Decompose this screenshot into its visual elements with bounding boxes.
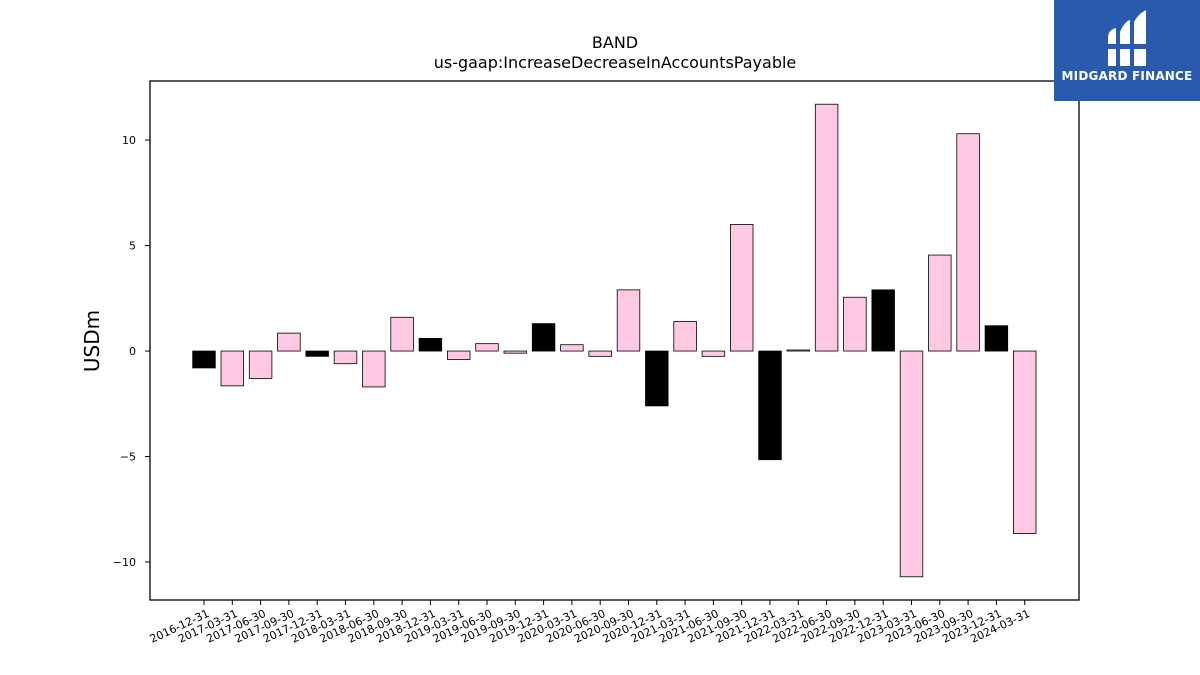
- midgard-logo-icon: [1104, 8, 1150, 70]
- bar-2021-12-31: [759, 351, 782, 460]
- bar-2018-06-30: [363, 351, 386, 387]
- bar-2017-06-30: [249, 351, 272, 378]
- bar-2024-03-31: [1013, 351, 1036, 533]
- bar-2022-12-31: [872, 290, 895, 351]
- bar-2020-06-30: [589, 351, 612, 356]
- bar-2017-03-31: [221, 351, 244, 386]
- bar-2023-06-30: [929, 255, 952, 351]
- bars-group: [193, 104, 1036, 577]
- bar-2022-06-30: [815, 104, 838, 351]
- brand-logo-text: MIDGARD FINANCE: [1054, 69, 1200, 83]
- bar-2021-09-30: [730, 224, 753, 351]
- y-tick-label: 0: [129, 345, 136, 358]
- bar-2023-03-31: [900, 351, 923, 577]
- y-tick-label: −10: [113, 556, 136, 569]
- bar-2020-09-30: [617, 290, 640, 351]
- chart-subtitle: us-gaap:IncreaseDecreaseInAccountsPayabl…: [434, 53, 797, 72]
- bar-2019-03-31: [447, 351, 470, 359]
- brand-logo: MIDGARD FINANCE: [1054, 0, 1200, 101]
- bar-2020-12-31: [646, 351, 669, 406]
- bar-2020-03-31: [561, 345, 584, 351]
- bar-2019-09-30: [504, 351, 527, 353]
- bar-2017-09-30: [278, 333, 301, 351]
- bar-2022-09-30: [844, 297, 867, 351]
- bar-2016-12-31: [193, 351, 216, 368]
- bar-2018-12-31: [419, 338, 442, 351]
- bar-2021-06-30: [702, 351, 725, 356]
- bar-2023-12-31: [985, 326, 1008, 351]
- bar-2017-12-31: [306, 351, 329, 356]
- y-tick-label: −5: [120, 451, 136, 464]
- bar-2019-06-30: [476, 344, 499, 351]
- bar-2021-03-31: [674, 322, 697, 352]
- bar-2018-09-30: [391, 317, 414, 351]
- y-tick-label: 5: [129, 240, 136, 253]
- bar-2019-12-31: [532, 324, 555, 351]
- bar-2018-03-31: [334, 351, 357, 364]
- y-axis-label: USDm: [80, 310, 104, 372]
- chart-title: BAND: [592, 33, 638, 52]
- bar-chart: BAND us-gaap:IncreaseDecreaseInAccountsP…: [0, 0, 1200, 675]
- x-ticks-group: 2016-12-312017-03-312017-06-302017-09-30…: [148, 600, 1032, 646]
- y-tick-label: 10: [122, 134, 136, 147]
- bar-2023-09-30: [957, 134, 980, 351]
- y-ticks-group: −10 −5 0 5 10: [113, 134, 150, 569]
- bar-2022-03-31: [787, 350, 810, 351]
